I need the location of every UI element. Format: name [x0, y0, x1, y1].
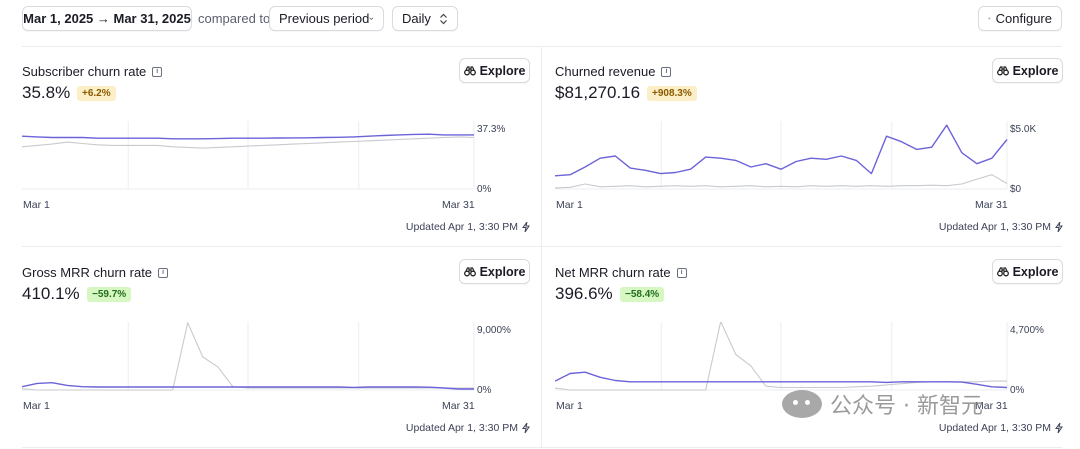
y-tick-label-top: $5.0K [1010, 124, 1036, 135]
x-tick-label-start: Mar 1 [556, 199, 583, 211]
y-tick-label-bottom: $0 [1010, 184, 1022, 195]
updated-timestamp: Updated Apr 1, 3:30 PM [406, 422, 530, 434]
metric-card-churned-revenue: Churned revenue i $81,270.16 +908.3% Explore… [555, 46, 1063, 246]
explore-button[interactable]: Explore [992, 58, 1063, 83]
x-tick-label-end: Mar 31 [975, 199, 1008, 211]
updated-timestamp: Updated Apr 1, 3:30 PM [939, 422, 1063, 434]
updated-text: Updated Apr 1, 3:30 PM [405, 221, 518, 233]
divider [22, 447, 1062, 448]
metric-title-label: Net MRR churn rate [555, 265, 671, 280]
configure-button[interactable]: Configure [978, 6, 1062, 31]
toolbar: Mar 1, 2025 → Mar 31, 2025 compared to P… [22, 6, 1062, 32]
change-badge: +6.2% [77, 86, 116, 101]
updated-timestamp: Updated Apr 1, 3:30 PM [939, 221, 1063, 233]
change-badge: −59.7% [87, 287, 132, 302]
series-line-current [22, 133, 474, 140]
y-tick-label-bottom: 0% [477, 385, 492, 396]
line-chart: $5.0K $0 [555, 121, 1036, 195]
metric-value: $81,270.16 [555, 83, 641, 102]
chevron-up-down-icon [440, 13, 447, 24]
y-tick-label-bottom: 0% [477, 184, 492, 195]
x-tick-label-end: Mar 31 [442, 400, 475, 412]
binoculars-icon [463, 266, 476, 276]
series-line-current [555, 124, 1008, 177]
info-icon[interactable]: i [158, 267, 169, 278]
interval-select[interactable]: Daily [392, 6, 458, 31]
comparison-period-select[interactable]: Previous period [269, 6, 384, 31]
lightning-icon [1055, 222, 1063, 232]
metric-value: 396.6% [555, 284, 613, 303]
x-tick-label-start: Mar 1 [23, 400, 50, 412]
y-tick-label-bottom: 0% [1010, 385, 1025, 396]
info-icon[interactable]: i [152, 66, 163, 77]
line-chart: 4,700% 0% [555, 322, 1044, 396]
series-line-previous [22, 136, 475, 149]
metric-title-label: Subscriber churn rate [22, 64, 147, 79]
wechat-icon [782, 390, 822, 418]
updated-timestamp: Updated Apr 1, 3:30 PM [406, 221, 530, 233]
explore-button[interactable]: Explore [459, 58, 530, 83]
divider [22, 246, 1062, 247]
metric-title: Subscriber churn rate i [22, 64, 163, 79]
metric-card-net-mrr-churn-rate: Net MRR churn rate i 396.6% −58.4% Explore 4,… [555, 247, 1063, 447]
metric-title-label: Gross MRR churn rate [22, 265, 153, 280]
divider [541, 47, 542, 447]
metric-title: Gross MRR churn rate i [22, 265, 169, 280]
divider [22, 46, 1062, 47]
updated-text: Updated Apr 1, 3:30 PM [938, 422, 1051, 434]
binoculars-icon [463, 65, 476, 75]
info-icon[interactable]: i [676, 267, 687, 278]
lightning-icon [1055, 423, 1063, 433]
explore-label: Explore [1012, 264, 1059, 279]
compared-to-label: compared to [198, 11, 271, 26]
interval-label: Daily [402, 11, 431, 26]
chevron-down-icon [369, 17, 374, 20]
y-tick-label-top: 9,000% [477, 325, 511, 336]
metric-value: 410.1% [22, 284, 80, 303]
y-tick-label-top: 37.3% [477, 124, 505, 135]
date-range-label: Mar 1, 2025 → Mar 31, 2025 [23, 11, 191, 26]
x-tick-label-end: Mar 31 [975, 400, 1008, 412]
explore-button[interactable]: Explore [459, 259, 530, 284]
binoculars-icon [996, 65, 1009, 75]
line-chart: 9,000% 0% [22, 322, 511, 396]
watermark-text: 公众号 · 新智元 [830, 394, 983, 419]
explore-label: Explore [479, 264, 526, 279]
x-tick-label-end: Mar 31 [442, 199, 475, 211]
x-tick-label-start: Mar 1 [556, 400, 583, 412]
metric-value: 35.8% [22, 83, 71, 102]
explore-button[interactable]: Explore [992, 259, 1063, 284]
change-badge: −58.4% [620, 287, 665, 302]
change-badge: +908.3% [647, 86, 697, 101]
watermark: 公众号 · 新智元 [782, 388, 983, 420]
metric-card-subscriber-churn-rate: Subscriber churn rate i 35.8% +6.2% Explore 3… [22, 46, 530, 246]
series-line-previous [22, 322, 474, 391]
gear-icon [988, 17, 991, 20]
explore-label: Explore [1012, 63, 1059, 78]
metric-card-gross-mrr-churn-rate: Gross MRR churn rate i 410.1% −59.7% Explore… [22, 247, 530, 447]
series-line-current [555, 371, 1008, 389]
updated-text: Updated Apr 1, 3:30 PM [938, 221, 1051, 233]
lightning-icon [522, 423, 530, 433]
comparison-period-label: Previous period [279, 11, 370, 26]
series-line-previous [555, 174, 1008, 189]
line-chart: 37.3% 0% [22, 121, 505, 195]
info-icon[interactable]: i [661, 66, 672, 77]
metric-title: Net MRR churn rate i [555, 265, 687, 280]
explore-label: Explore [479, 63, 526, 78]
binoculars-icon [996, 266, 1009, 276]
metric-title: Churned revenue i [555, 64, 672, 79]
y-tick-label-top: 4,700% [1010, 325, 1044, 336]
x-tick-label-start: Mar 1 [23, 199, 50, 211]
date-range-picker[interactable]: Mar 1, 2025 → Mar 31, 2025 [22, 6, 192, 31]
lightning-icon [522, 222, 530, 232]
updated-text: Updated Apr 1, 3:30 PM [405, 422, 518, 434]
configure-label: Configure [995, 11, 1052, 26]
metric-title-label: Churned revenue [555, 64, 656, 79]
series-line-current [22, 382, 474, 390]
